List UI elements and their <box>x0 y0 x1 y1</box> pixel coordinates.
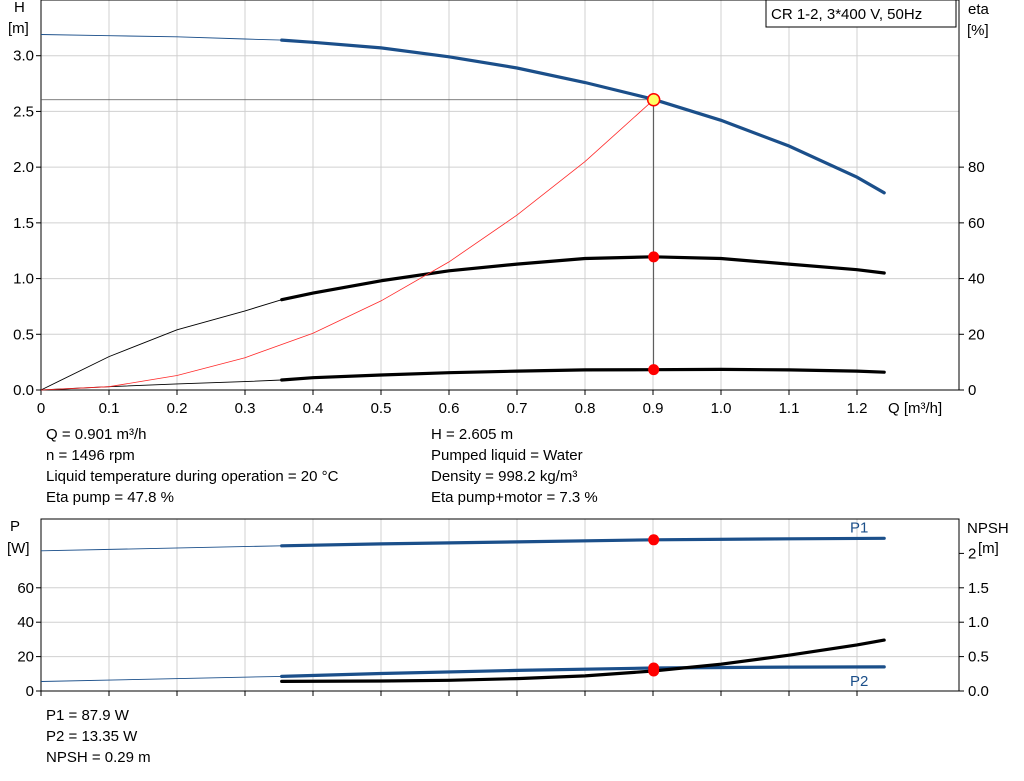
x-tick-label: 1.1 <box>779 400 800 417</box>
y-tick-label: 2.5 <box>13 103 34 120</box>
y2-axis-label-npsh: NPSH <box>967 520 1009 537</box>
P1-curve-thin <box>40 545 282 552</box>
y-tick-label: 0.5 <box>13 326 34 343</box>
y-axis-label-h: H <box>14 0 25 16</box>
duty-info-left: Q = 0.901 m³/h n = 1496 rpm Liquid tempe… <box>46 424 338 508</box>
head-curve <box>280 38 886 195</box>
info-p1: P1 = 87.9 W <box>46 707 129 724</box>
info-pumped-liquid: Pumped liquid = Water <box>431 447 583 464</box>
duty-point-marker <box>646 92 661 107</box>
duty-marker-eta-total <box>648 364 660 376</box>
x-tick-label: 0.6 <box>439 400 460 417</box>
power-frame <box>40 518 960 692</box>
y2-tick-label: 0.5 <box>968 649 989 666</box>
y-axis-unit-m: [m] <box>8 20 29 37</box>
P1-curve <box>280 536 886 548</box>
eta_pump-curve <box>280 255 886 302</box>
y-tick-label: 0.0 <box>13 382 34 399</box>
power-info: P1 = 87.9 W P2 = 13.35 W NPSH = 0.29 m <box>46 705 151 768</box>
info-eta-pump-motor: Eta pump+motor = 7.3 % <box>431 489 598 506</box>
info-npsh: NPSH = 0.29 m <box>46 749 151 766</box>
power-grid <box>40 519 959 692</box>
info-p2: P2 = 13.35 W <box>46 728 138 745</box>
y2-axis-unit-m: [m] <box>978 540 999 557</box>
duty-info-right: H = 2.605 m Pumped liquid = Water Densit… <box>431 424 598 508</box>
qh-grid <box>40 0 959 391</box>
head-curve-thin <box>40 34 282 41</box>
duty-marker-p1 <box>648 534 660 546</box>
y-tick-label: 1.0 <box>13 271 34 288</box>
y2-tick-label: 1.5 <box>968 580 989 597</box>
eta_total-curve <box>280 367 886 382</box>
x-tick-label: 0.8 <box>575 400 596 417</box>
info-head: H = 2.605 m <box>431 426 514 443</box>
x-tick-label: 1.0 <box>711 400 732 417</box>
info-density: Density = 998.2 kg/m³ <box>431 468 578 485</box>
x-tick-label: 0.5 <box>371 400 392 417</box>
y-tick-label: 2.0 <box>13 159 34 176</box>
y2-tick-label: 60 <box>968 215 985 232</box>
y-tick-label: 60 <box>17 580 34 597</box>
y-tick-label: 3.0 <box>13 48 34 65</box>
x-tick-label: 0.4 <box>303 400 324 417</box>
P2-curve-thin <box>40 675 282 682</box>
x-tick-label: 0.9 <box>643 400 664 417</box>
p2-series-label: P2 <box>850 673 868 690</box>
y-tick-label: 1.5 <box>13 215 34 232</box>
y-axis-unit-w: [W] <box>7 540 30 557</box>
x-tick-label: 0 <box>37 400 45 417</box>
y2-tick-label: 40 <box>968 271 985 288</box>
eta_pump-curve-thin <box>40 299 282 391</box>
info-liquid-temperature: Liquid temperature during operation = 20… <box>46 468 339 485</box>
y-tick-label: 40 <box>17 614 34 631</box>
x-axis-label: Q [m³/h] <box>888 400 942 417</box>
info-flow: Q = 0.901 m³/h <box>46 426 147 443</box>
qh-frame <box>40 0 960 391</box>
y2-tick-label: 0 <box>968 382 976 399</box>
duty-marker-eta-pump <box>648 251 660 263</box>
pump-label: CR 1-2, 3*400 V, 50Hz <box>771 6 922 23</box>
x-tick-label: 0.3 <box>235 400 256 417</box>
y2-tick-label: 1.0 <box>968 614 989 631</box>
P2-curve <box>280 665 886 678</box>
y-tick-label: 20 <box>17 649 34 666</box>
y-axis-label-p: P <box>10 518 20 535</box>
pump-label-box <box>765 0 957 28</box>
p1-series-label: P1 <box>850 519 868 536</box>
NPSH-curve <box>280 638 886 683</box>
y2-tick-label: 0.0 <box>968 683 989 700</box>
x-tick-label: 0.7 <box>507 400 528 417</box>
x-tick-label: 0.2 <box>167 400 188 417</box>
y2-axis-label-eta: eta <box>968 1 990 18</box>
info-eta-pump: Eta pump = 47.8 % <box>46 489 174 506</box>
system-curve-thin <box>40 99 654 391</box>
y2-axis-unit-percent: [%] <box>967 22 989 39</box>
y-tick-label: 0 <box>26 683 34 700</box>
y2-tick-label: 20 <box>968 326 985 343</box>
duty-marker-npsh <box>648 665 660 677</box>
info-speed: n = 1496 rpm <box>46 447 135 464</box>
y2-tick-label: 80 <box>968 159 985 176</box>
x-tick-label: 1.2 <box>847 400 868 417</box>
x-tick-label: 0.1 <box>99 400 120 417</box>
y2-tick-label: 2 <box>968 545 976 562</box>
